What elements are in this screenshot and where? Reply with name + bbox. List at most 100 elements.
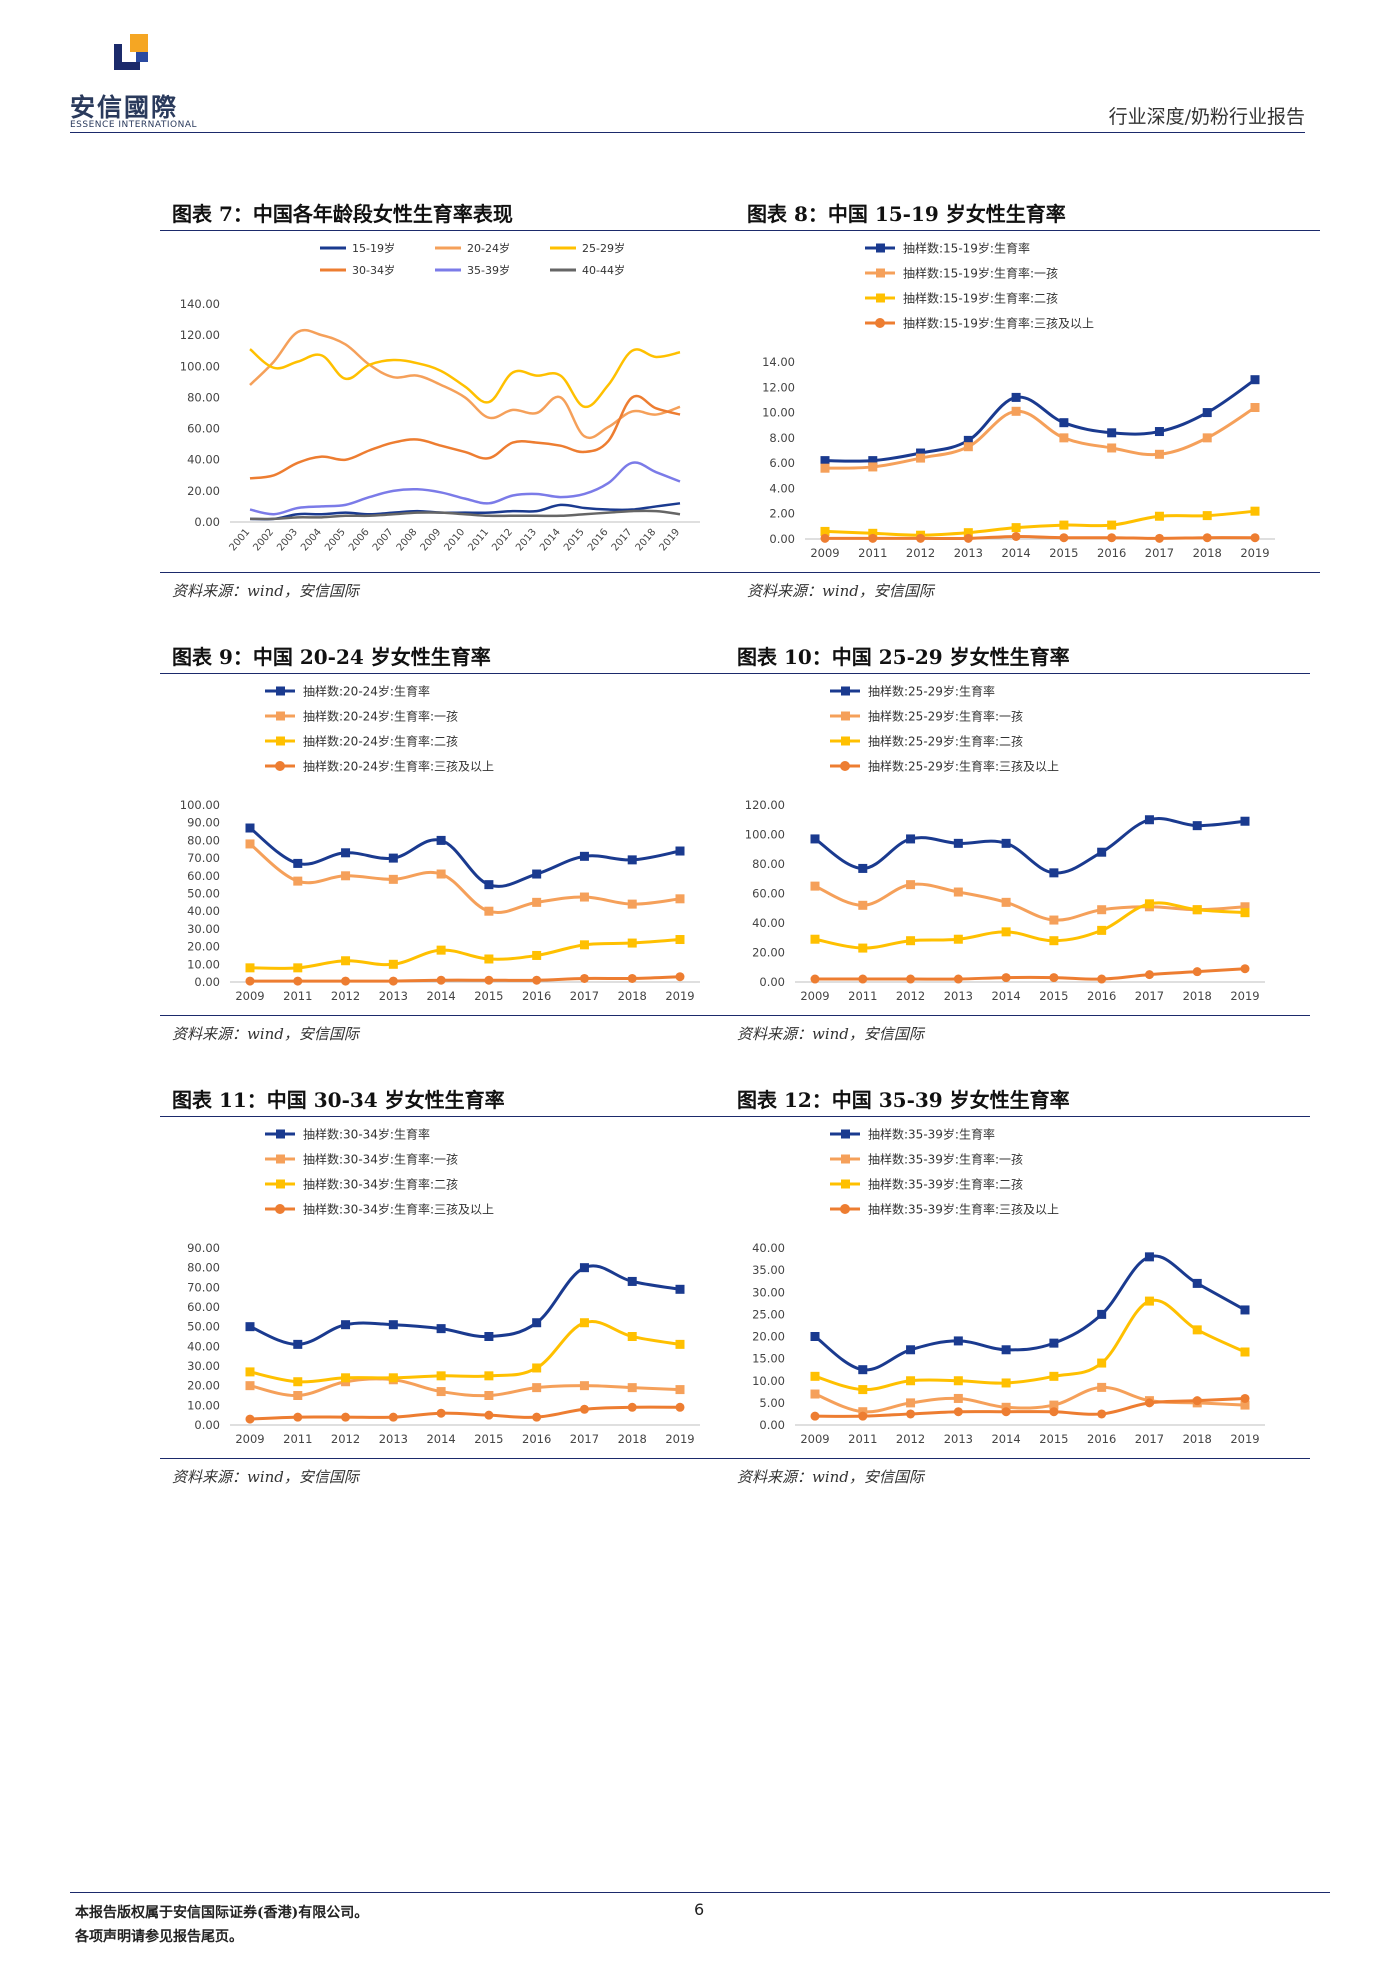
data-point — [436, 945, 446, 955]
chart-panel-9: 图表 9：中国 20-24 岁女性生育率 抽样数:20-24岁:生育率 抽样数:2… — [160, 641, 745, 1061]
x-tick-label: 2016 — [586, 527, 611, 554]
series-2 — [245, 935, 685, 973]
y-tick-label: 60.00 — [752, 887, 785, 901]
legend-marker — [876, 243, 885, 253]
legend-label: 抽样数:20-24岁:生育率:一孩 — [303, 709, 458, 724]
legend-marker — [840, 761, 850, 771]
title-divider — [160, 230, 745, 231]
data-point — [1154, 427, 1164, 437]
y-tick-label: 10.00 — [187, 957, 220, 971]
legend-marker — [841, 736, 850, 746]
legend-label: 抽样数:25-29岁:生育率 — [868, 684, 995, 699]
data-point — [1049, 868, 1059, 878]
y-tick-label: 100.00 — [745, 828, 785, 842]
data-point — [579, 940, 589, 950]
x-tick-label: 2012 — [490, 527, 515, 554]
x-tick-label: 2011 — [283, 1432, 312, 1446]
data-point — [341, 1412, 351, 1422]
data-point — [916, 448, 926, 458]
legend-label: 35-39岁 — [467, 263, 510, 277]
y-tick-label: 60.00 — [187, 869, 220, 883]
data-point — [579, 892, 589, 902]
data-point — [388, 853, 398, 863]
data-point — [1001, 1378, 1011, 1388]
y-tick-label: 50.00 — [187, 887, 220, 901]
y-tick-label: 5.00 — [759, 1396, 785, 1410]
data-point — [953, 838, 963, 848]
data-point — [953, 934, 963, 944]
data-point — [675, 1385, 685, 1395]
series-line — [249, 502, 681, 521]
data-point — [953, 1393, 963, 1403]
legend-marker — [276, 1154, 285, 1164]
data-point — [627, 1383, 637, 1393]
series-4 — [249, 461, 681, 516]
series-line — [249, 1405, 681, 1421]
logo-icon — [114, 34, 148, 70]
series-line — [249, 842, 681, 914]
x-axis: 2009 2011 2012 2013 2014 2015 2016 2017 2018 2019 — [800, 989, 1259, 1003]
x-tick-label: 2018 — [618, 989, 647, 1003]
series-2 — [249, 348, 681, 409]
legend-marker — [875, 318, 885, 328]
data-point — [1240, 908, 1250, 918]
chart-figure: 抽样数:35-39岁:生育率抽样数:35-39岁:生育率:一孩抽样数:35-39… — [752, 1127, 1265, 1446]
legend-label: 抽样数:35-39岁:生育率:一孩 — [868, 1152, 1023, 1167]
y-axis: 0.00 5.00 10.00 15.00 20.00 25.00 30.00 35.00 40… — [752, 1241, 785, 1432]
series-5 — [249, 509, 681, 521]
data-point — [436, 975, 446, 985]
y-tick-label: 2.00 — [769, 507, 795, 521]
y-tick-label: 30.00 — [752, 1285, 785, 1299]
y-tick-label: 60.00 — [187, 1300, 220, 1314]
x-tick-label: 2012 — [906, 546, 935, 560]
data-point — [484, 1332, 494, 1341]
chart-legend: 抽样数:15-19岁:生育率抽样数:15-19岁:生育率:一孩抽样数:15-19… — [865, 241, 1094, 331]
data-point — [532, 1383, 542, 1393]
x-tick-label: 2018 — [1193, 546, 1222, 560]
data-point — [388, 1412, 398, 1422]
data-point — [341, 956, 351, 966]
data-point — [820, 533, 830, 543]
data-point — [1250, 506, 1260, 516]
legend-label: 抽样数:30-34岁:生育率 — [303, 1127, 430, 1142]
data-point — [810, 1389, 820, 1399]
data-point — [1240, 1347, 1250, 1357]
series-0 — [245, 823, 685, 890]
y-tick-label: 20.00 — [752, 946, 785, 960]
data-point — [293, 976, 303, 986]
x-tick-label: 2017 — [570, 989, 599, 1003]
series-3 — [245, 972, 685, 986]
chart-title: 图表 8：中国 15-19 岁女性生育率 — [747, 202, 1066, 226]
legend-marker — [841, 711, 850, 721]
x-axis: 2009 2011 2012 2013 2014 2015 2016 2017 2018 2019 — [235, 989, 694, 1003]
chart-legend: 抽样数:30-34岁:生育率抽样数:30-34岁:生育率:一孩抽样数:30-34… — [265, 1127, 494, 1217]
data-point — [245, 1322, 255, 1332]
legend-label: 抽样数:20-24岁:生育率:二孩 — [303, 734, 458, 749]
y-tick-label: 0.00 — [759, 1418, 785, 1432]
data-point — [532, 1363, 542, 1373]
data-point — [868, 528, 878, 538]
y-tick-label: 80.00 — [187, 1261, 220, 1275]
chart-panel-8: 图表 8：中国 15-19 岁女性生育率 抽样数:15-19岁:生育率 抽样数:1… — [735, 198, 1320, 618]
data-point — [579, 851, 589, 861]
legend-label: 抽样数:35-39岁:生育率 — [868, 1127, 995, 1142]
data-point — [532, 975, 542, 985]
legend-label: 抽样数:20-24岁:生育率:三孩及以上 — [303, 759, 494, 774]
data-point — [532, 897, 542, 907]
data-point — [1154, 449, 1164, 459]
data-point — [953, 1376, 963, 1386]
data-point — [1097, 1309, 1107, 1319]
data-point — [906, 1345, 916, 1355]
y-tick-label: 70.00 — [187, 1280, 220, 1294]
series-line — [249, 938, 681, 970]
x-tick-label: 2016 — [1087, 1432, 1116, 1446]
legend-label: 抽样数:20-24岁:生育率 — [303, 684, 430, 699]
title-divider — [160, 1116, 745, 1117]
x-tick-label: 2011 — [466, 527, 491, 554]
data-point — [1001, 1407, 1011, 1417]
data-point — [293, 1391, 303, 1400]
x-tick-label: 2011 — [848, 989, 877, 1003]
series-line — [250, 975, 681, 983]
data-point — [293, 1412, 303, 1422]
data-point — [341, 976, 351, 986]
